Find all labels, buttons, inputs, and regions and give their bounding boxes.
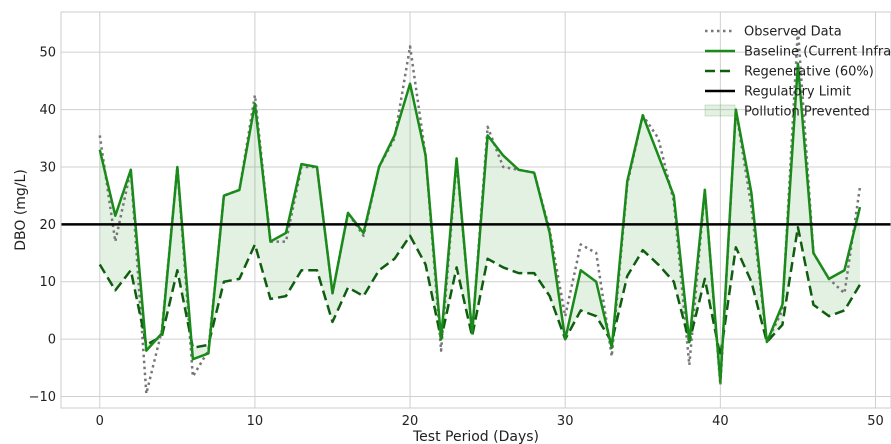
pollution-prevented-fill — [99, 63, 860, 383]
series-line-baseline-current-infra — [98, 62, 862, 384]
x-tick-label: 0 — [96, 414, 104, 429]
y-tick-label: 20 — [39, 218, 56, 233]
y-tick-label: 30 — [39, 160, 56, 175]
legend-label: Regulatory Limit — [744, 85, 851, 100]
plot-frame — [60, 11, 891, 409]
legend-swatch — [704, 104, 736, 117]
y-tick-label: −10 — [29, 390, 56, 405]
x-tick-label: 20 — [402, 414, 419, 429]
y-tick-label: 0 — [48, 333, 56, 348]
y-axis-label: DBO (mg/L) — [13, 169, 29, 251]
legend-label: Observed Data — [744, 25, 842, 40]
x-tick-label: 10 — [247, 414, 264, 429]
x-axis-label: Test Period (Days) — [412, 429, 539, 444]
y-tick-label: 50 — [39, 46, 56, 61]
series-line-regenerative-60 — [98, 225, 862, 358]
y-tick-label: 40 — [39, 103, 56, 118]
y-tick-label: 10 — [39, 275, 56, 290]
x-tick-label: 40 — [712, 414, 729, 429]
legend: Observed Data Baseline (Current Infra) Reg… — [704, 25, 891, 120]
fill-area — [99, 63, 860, 383]
x-tick-label: 30 — [557, 414, 574, 429]
axis-ticks: 0 10 20 30 40 50 −10 0 10 20 30 40 50 — [29, 46, 884, 429]
series-lines — [98, 27, 862, 395]
x-tick-label: 50 — [867, 414, 884, 429]
legend-label: Regenerative (60%) — [744, 65, 874, 80]
legend-label: Pollution Prevented — [744, 105, 870, 120]
legend-label: Baseline (Current Infra) — [744, 45, 891, 60]
